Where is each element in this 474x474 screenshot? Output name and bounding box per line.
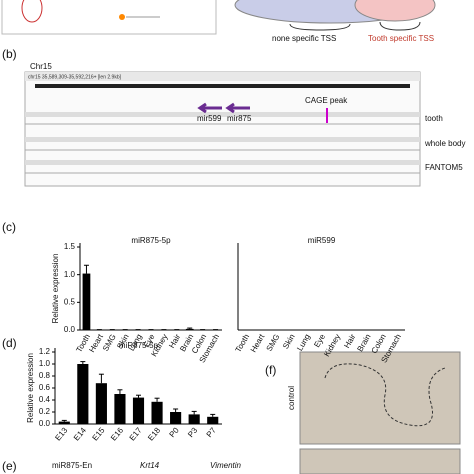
bar: [77, 364, 89, 424]
panel-a-box: [1, 0, 217, 35]
y-tick-label: 0.0: [64, 325, 76, 334]
gene-arrow: [225, 102, 250, 114]
y-tick-label: 1.5: [64, 242, 76, 251]
y-tick-label: 0.2: [39, 407, 51, 416]
peak-label: CAGE peak: [305, 96, 348, 105]
x-tick-label: SMG: [101, 333, 118, 353]
bar: [151, 401, 163, 424]
x-tick-label: P3: [186, 425, 200, 439]
y-tick-label: 0.6: [39, 383, 51, 392]
track-bar: [25, 160, 420, 165]
track-bar: [25, 137, 420, 142]
y-tick-label: 1.0: [39, 359, 51, 368]
venn-tooth: [354, 0, 436, 22]
x-tick-label: E15: [90, 425, 106, 442]
chrom: Chr15: [30, 62, 52, 71]
y-axis-label: Relative expression: [51, 254, 60, 324]
browser: [24, 71, 421, 187]
brace: [289, 23, 351, 31]
x-tick-label: Heart: [249, 332, 267, 354]
bar: [185, 328, 194, 330]
track-label: whole body: [424, 139, 465, 148]
ideogram: [35, 84, 410, 88]
venn-label: none specific TSS: [272, 34, 336, 43]
bar: [188, 414, 200, 424]
gene-label: mir599: [197, 114, 222, 123]
panel-label: (d): [2, 336, 17, 350]
x-tick-label: E14: [72, 425, 88, 442]
bar: [82, 273, 91, 330]
x-tick-label: Heart: [87, 332, 105, 354]
brace: [379, 21, 421, 31]
y-tick-label: 1.2: [39, 347, 51, 356]
x-tick-label: P0: [168, 425, 182, 439]
chart-title: miR875-5p: [119, 341, 159, 350]
column-label: miR875-En: [52, 461, 92, 470]
row-label: control: [287, 386, 296, 410]
y-tick-label: 0.4: [39, 395, 51, 404]
x-tick-label: E18: [146, 425, 162, 442]
track-bar: [25, 112, 420, 117]
column-label: Krt14: [140, 461, 160, 470]
panel-label: (f): [265, 363, 276, 377]
panel-label: (e): [2, 459, 17, 473]
x-tick-label: E17: [128, 425, 144, 442]
x-tick-label: Tooth: [234, 333, 252, 354]
dot: [119, 14, 125, 20]
track-label: tooth: [425, 114, 443, 123]
icon: [21, 0, 43, 23]
gene-arrow: [197, 102, 222, 114]
chart-title: miR875-5p: [131, 236, 171, 245]
y-axis-label: Relative expression: [26, 353, 35, 423]
bar: [207, 416, 219, 424]
panel-label: (c): [2, 220, 16, 234]
y-tick-label: 0.0: [39, 419, 51, 428]
micrograph: [299, 351, 461, 445]
bar: [114, 394, 126, 424]
x-tick-label: P7: [205, 425, 219, 439]
column-label: Vimentin: [210, 461, 242, 470]
bar: [132, 397, 145, 424]
y-tick-label: 0.8: [39, 371, 51, 380]
bar: [58, 421, 70, 424]
micrograph: [299, 448, 461, 474]
outline: [324, 363, 446, 427]
y-tick-label: 1.0: [64, 270, 76, 279]
x-tick-label: Eye: [312, 332, 327, 349]
x-tick-label: E16: [109, 425, 125, 442]
gene-label: mir875: [227, 114, 252, 123]
x-tick-label: Lung: [295, 333, 312, 353]
track-label: FANTOM5: [425, 163, 463, 172]
toolbar: [25, 72, 420, 81]
bar: [95, 383, 107, 424]
venn-label: Tooth specific TSS: [368, 34, 434, 43]
x-tick-label: SMG: [265, 333, 282, 353]
x-tick-label: E13: [53, 425, 69, 442]
y-tick-label: 0.5: [64, 297, 76, 306]
locus: chr15 35,589,309-35,592,216+ [len 2.9kb]: [28, 74, 122, 80]
chart-title: miR599: [308, 236, 336, 245]
panel-label: (b): [2, 47, 17, 61]
bar: [170, 412, 182, 424]
